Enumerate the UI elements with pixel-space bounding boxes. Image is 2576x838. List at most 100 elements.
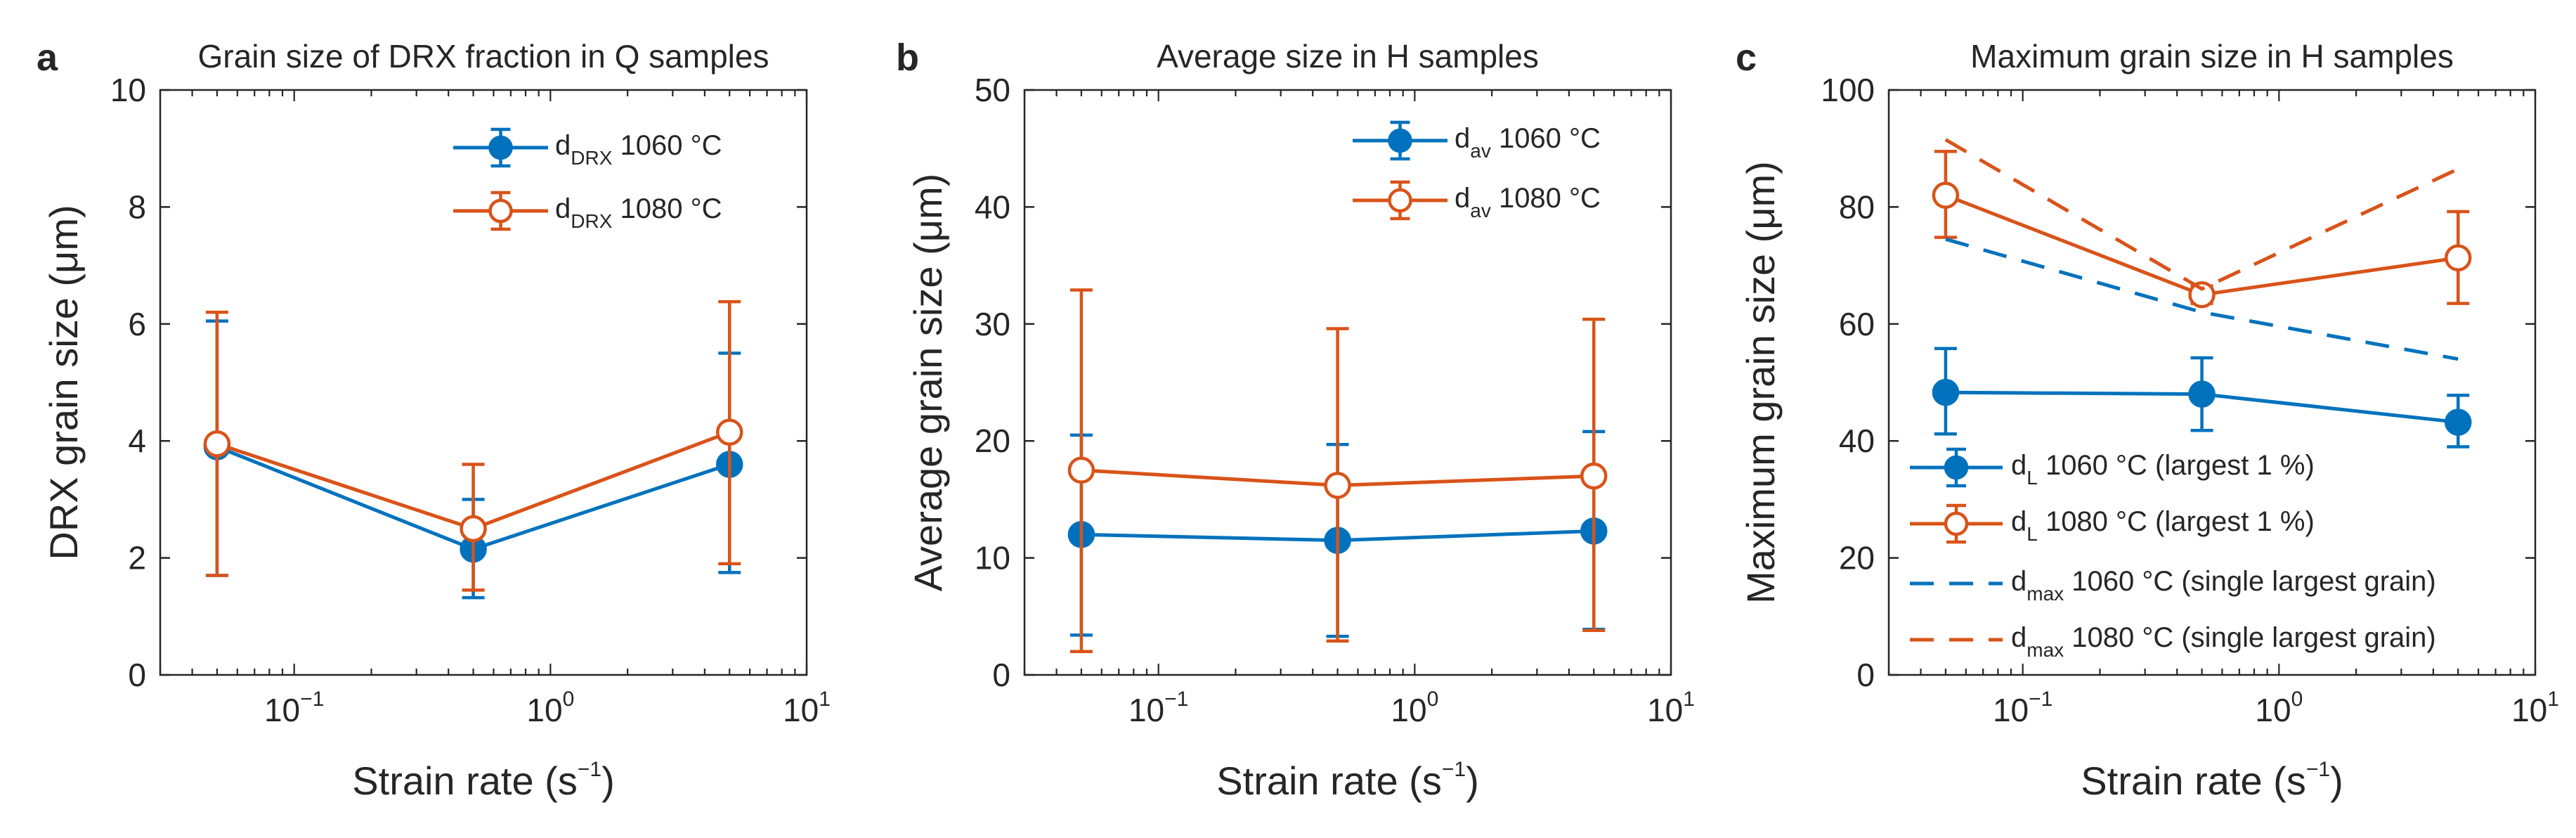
legend-entry-2: dL 1080 °C (largest 1 %) [1910,503,2315,545]
data-point [2444,408,2472,436]
legend-label: dav 1060 °C [1455,123,1601,162]
legend-label-main: d [2011,622,2027,653]
series-4 [1944,138,2459,291]
x-tick-label: 101 [783,688,831,728]
legend-label-main: d [2011,566,2027,597]
x-tick-base: 10 [1391,692,1426,728]
legend-marker [488,135,513,160]
x-tick-base: 10 [2511,692,2547,728]
y-tick-label: 0 [1856,657,1875,693]
x-tick-exponent: 0 [2291,688,2303,711]
data-point [460,515,487,543]
x-axis-label: Strain rate (s−1) [2081,758,2343,803]
x-tick-exponent: 0 [563,688,575,711]
legend-label: dmax 1080 °C (single largest grain) [2011,622,2436,661]
y-tick-label: 6 [128,306,146,342]
legend-marker [1388,128,1412,153]
x-axis-label-exponent: −1 [2306,758,2330,781]
x-axis-label-exponent: −1 [1442,758,1466,781]
y-tick-label: 2 [128,540,146,576]
x-axis-label: Strain rate (s−1) [1216,758,1478,803]
legend-label-rest: 1060 °C [1491,123,1601,154]
series-2 [1932,150,2472,309]
series-line [1945,237,2459,361]
legend-entry-3: dmax 1060 °C (single largest grain) [1910,566,2436,605]
x-tick-base: 10 [783,692,819,728]
x-axis-label-close: ) [601,759,615,803]
x-tick-label: 10−1 [1993,688,2053,728]
y-tick-label: 0 [992,657,1010,693]
legend-label-subscript: L [2027,467,2038,489]
data-point [1580,462,1608,490]
y-axis-label: Maximum grain size (μm) [1738,161,1783,604]
legend-label-main: d [2011,506,2027,537]
plot-frame [159,89,808,676]
legend-label: dav 1080 °C [1455,183,1601,221]
x-tick-exponent: 1 [1683,688,1695,711]
y-tick-label: 4 [128,423,146,459]
legend-label-subscript: av [1470,140,1491,162]
x-tick-base: 10 [526,692,562,728]
legend-entry-2: dDRX 1080 °C [453,191,722,232]
y-tick-label: 60 [1839,306,1875,342]
legend-marker [1388,188,1412,213]
legend-label-rest: 1080 °C [1491,183,1601,214]
chart-title: Grain size of DRX fraction in Q samples [198,38,769,75]
series-2 [1067,288,1608,653]
x-axis-label-main: Strain rate (s [352,759,578,803]
series-line [1944,138,2459,291]
x-tick-exponent: 1 [2547,688,2559,711]
chart-title: Maximum grain size in H samples [1970,38,2454,75]
y-tick-label: 0 [128,657,146,693]
legend-label: dmax 1060 °C (single largest grain) [2011,566,2436,605]
series-3 [1945,237,2459,361]
legend-label: dDRX 1080 °C [555,193,722,232]
x-tick-base: 10 [264,692,300,728]
y-tick-label: 80 [1839,188,1875,225]
x-tick-label: 10−1 [1128,688,1188,728]
legend-label-main: d [1455,183,1470,214]
legend-entry-1: dL 1060 °C (largest 1 %) [1910,447,2315,489]
plot-frame [1023,89,1672,676]
y-tick-label: 30 [975,306,1010,342]
legend-label: dL 1080 °C (largest 1 %) [2011,506,2315,545]
y-tick-label: 20 [1839,540,1875,576]
legend-entry-1: dDRX 1060 °C [453,127,722,169]
y-tick-label: 10 [110,72,146,108]
y-axis-label: Average grain size (μm) [906,174,950,592]
x-axis-label-main: Strain rate (s [2081,759,2306,803]
panel-letter: c [1736,37,1757,79]
y-tick-label: 20 [975,423,1010,459]
data-point [1932,181,1960,210]
x-tick-base: 10 [1993,692,2029,728]
y-tick-label: 8 [128,188,146,225]
legend-label-main: d [555,193,571,224]
series-1 [1932,347,2472,449]
y-axis-label: DRX grain size (μm) [41,205,86,560]
x-axis-label-close: ) [1466,759,1479,803]
x-tick-label: 100 [526,688,574,728]
panel-letter: a [37,37,58,79]
x-tick-label: 100 [2255,688,2303,728]
y-tick-label: 40 [1839,423,1875,459]
x-tick-exponent: −1 [300,688,324,711]
x-axis-label: Strain rate (s−1) [352,758,614,803]
data-point [715,418,743,446]
legend-label-subscript: av [1470,200,1491,221]
x-tick-exponent: 1 [819,688,831,711]
legend-entry-4: dmax 1080 °C (single largest grain) [1910,622,2436,661]
x-tick-label: 101 [2511,688,2559,728]
panel-letter: b [896,37,919,79]
data-point [2188,281,2216,309]
data-point [2444,244,2472,272]
legend-marker [1944,511,1969,536]
legend-label-main: d [1455,123,1470,154]
x-tick-label: 100 [1391,688,1438,728]
x-axis-label-main: Strain rate (s [1216,759,1442,803]
x-tick-base: 10 [2255,692,2291,728]
legend-label-subscript: DRX [571,147,612,169]
x-tick-base: 10 [1647,692,1683,728]
